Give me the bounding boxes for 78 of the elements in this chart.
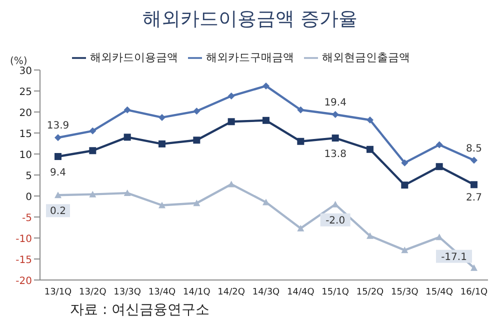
x-tick-label: 15/4Q bbox=[426, 287, 453, 298]
x-tick-label: 15/2Q bbox=[356, 287, 384, 298]
data-label: 19.4 bbox=[324, 98, 346, 109]
data-label: 0.2 bbox=[50, 206, 66, 218]
point bbox=[228, 180, 235, 188]
data-label: 2.7 bbox=[466, 192, 482, 204]
point bbox=[332, 111, 339, 118]
point bbox=[470, 264, 478, 271]
x-tick-label: 14/2Q bbox=[218, 287, 245, 298]
data-label: 13.9 bbox=[46, 120, 70, 132]
point bbox=[332, 134, 339, 142]
x-tick-label: 15/3Q bbox=[391, 287, 418, 298]
x-tick-label: 15/1Q bbox=[322, 287, 349, 298]
legend-label: 해외카드이용금액 bbox=[90, 51, 178, 64]
point bbox=[124, 106, 131, 114]
point bbox=[89, 147, 96, 154]
y-tick-label: 20 bbox=[19, 108, 32, 119]
point bbox=[401, 159, 408, 166]
point bbox=[158, 114, 166, 121]
data-label: 8.5 bbox=[466, 143, 482, 154]
point bbox=[228, 118, 235, 126]
x-tick-label: 13/1Q bbox=[44, 287, 72, 298]
point bbox=[89, 127, 96, 134]
data-label: -2.0 bbox=[326, 215, 346, 226]
text: 자료 : 여신금융연구소 bbox=[70, 301, 210, 319]
point bbox=[124, 134, 131, 141]
point bbox=[124, 190, 131, 196]
chart-title: 해외카드이용금액 증가율 bbox=[141, 7, 359, 32]
point bbox=[470, 181, 478, 188]
point bbox=[436, 141, 443, 148]
data-label: -17.1 bbox=[441, 252, 467, 263]
point bbox=[89, 190, 96, 198]
y-tick-label: -20 bbox=[16, 276, 32, 287]
legend-label: 해외현금인출금액 bbox=[322, 51, 410, 64]
data-label: 13.8 bbox=[324, 149, 346, 160]
y-tick-label: -15 bbox=[16, 255, 32, 266]
y-tick-label: -10 bbox=[16, 234, 32, 245]
data-label: 9.4 bbox=[50, 168, 66, 179]
y-tick-label: 25 bbox=[19, 87, 32, 98]
point bbox=[436, 163, 443, 170]
x-tick-label: 14/4Q bbox=[287, 287, 314, 298]
point bbox=[228, 92, 235, 100]
y-tick-label: -5 bbox=[22, 213, 32, 224]
point bbox=[158, 140, 166, 148]
x-tick-label: 14/1Q bbox=[183, 287, 210, 298]
x-tick-label: 14/3Q bbox=[252, 287, 280, 298]
point bbox=[193, 200, 200, 206]
y-tick-label: 15 bbox=[19, 129, 32, 140]
point bbox=[193, 136, 200, 144]
point bbox=[436, 234, 443, 240]
point bbox=[54, 134, 62, 142]
point bbox=[366, 146, 374, 153]
y-tick-label: 30 bbox=[19, 66, 32, 77]
y-tick-label: 10 bbox=[19, 150, 32, 161]
y-tick-label: 0 bbox=[26, 192, 32, 203]
point bbox=[158, 202, 166, 208]
point bbox=[470, 156, 478, 164]
x-tick-label: 13/2Q bbox=[79, 287, 106, 298]
point bbox=[366, 232, 374, 239]
legend-label: 해외카드구매금액 bbox=[206, 51, 294, 64]
x-tick-label: 13/4Q bbox=[148, 287, 176, 298]
x-tick-label: 16/1Q bbox=[460, 287, 488, 298]
point bbox=[297, 224, 304, 232]
point bbox=[366, 116, 374, 124]
point bbox=[54, 153, 62, 160]
y-axis-title: (%) bbox=[10, 56, 28, 67]
point bbox=[54, 192, 62, 198]
point bbox=[401, 246, 408, 254]
point bbox=[262, 116, 270, 124]
point bbox=[297, 138, 304, 145]
point bbox=[332, 200, 339, 208]
y-tick-label: 5 bbox=[26, 171, 32, 182]
point bbox=[297, 106, 304, 114]
x-tick-label: 13/3Q bbox=[114, 287, 141, 298]
point bbox=[193, 108, 200, 115]
point bbox=[262, 198, 270, 206]
point bbox=[401, 182, 408, 189]
point bbox=[262, 82, 270, 90]
